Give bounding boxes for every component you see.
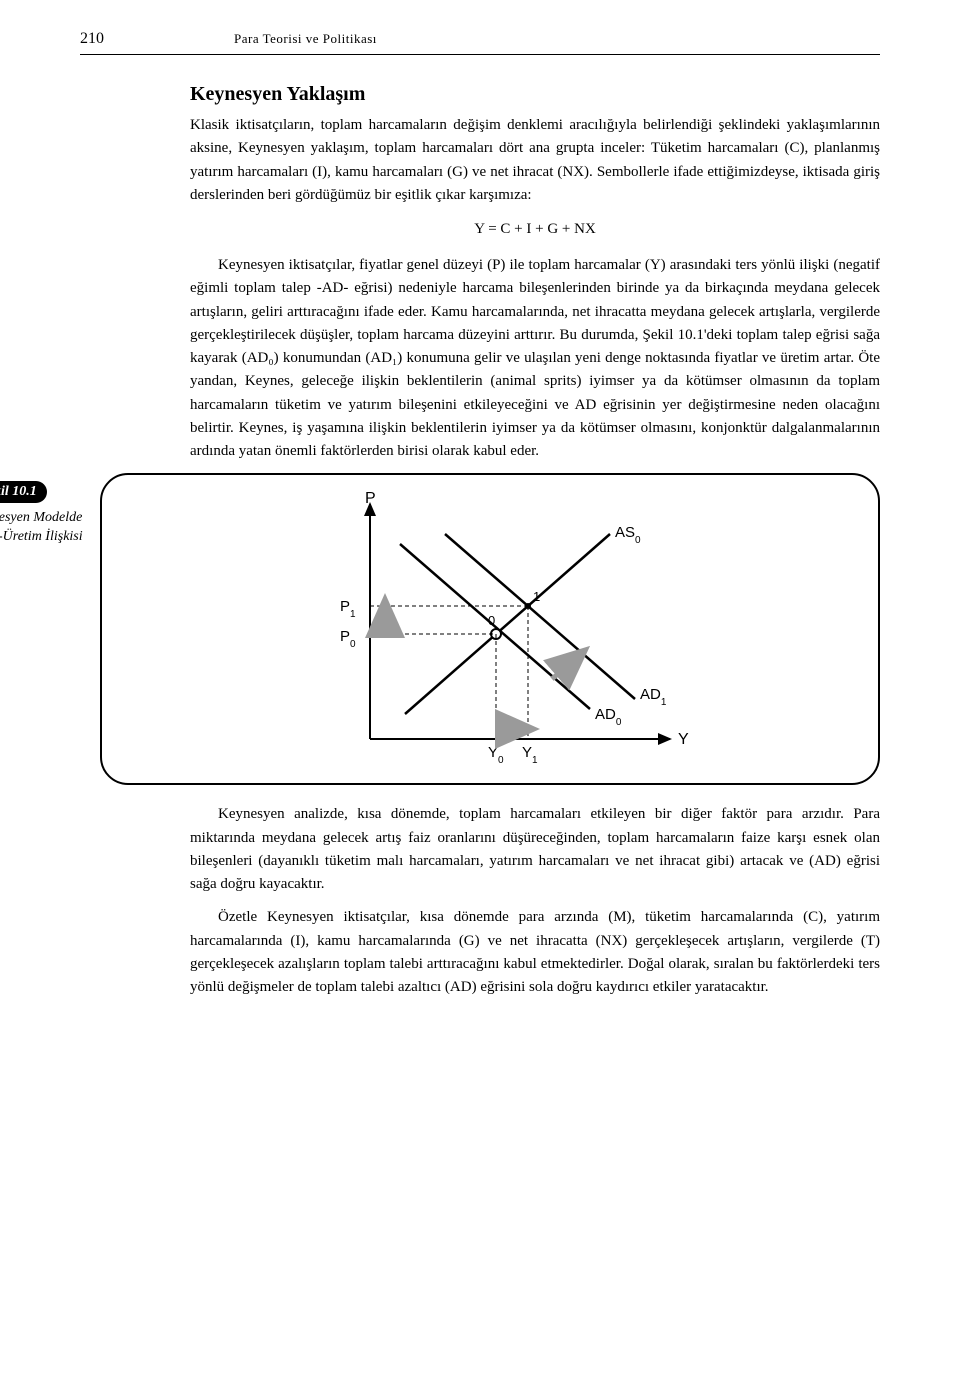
ad-shift-arrow xyxy=(552,659,575,679)
ad0-label: AD0 xyxy=(595,706,622,728)
y1-label: Y1 xyxy=(522,744,538,766)
equation: Y = C + I + G + NX xyxy=(190,221,880,238)
header-rule xyxy=(80,54,880,55)
page-number: 210 xyxy=(80,30,104,48)
as-label: AS0 xyxy=(615,524,641,546)
running-head: Para Teorisi ve Politikası xyxy=(234,31,377,47)
paragraph-1: Klasik iktisatçıların, toplam harcamalar… xyxy=(190,114,880,207)
ad1-label: AD1 xyxy=(640,686,667,708)
y0-label: Y0 xyxy=(488,744,504,766)
paragraph-4: Özetle Keynesyen iktisatçılar, kısa döne… xyxy=(190,906,880,999)
figure-caption: Keynesyen Modelde Para-Üretim İlişkisi xyxy=(0,509,100,547)
figure-badge: Şekil 10.1 xyxy=(0,481,47,503)
paragraph-3: Keynesyen analizde, kısa dönemde, toplam… xyxy=(190,803,880,896)
p1-label: P1 xyxy=(340,598,356,620)
intersect0-label: 0 xyxy=(488,613,495,628)
adas-diagram: P Y AS0 AD0 AD1 0 1 xyxy=(240,489,740,769)
paragraph-2: Keynesyen iktisatçılar, fiyatlar genel d… xyxy=(190,254,880,463)
figure-frame: P Y AS0 AD0 AD1 0 1 xyxy=(100,473,880,785)
section-title: Keynesyen Yaklaşım xyxy=(190,83,880,106)
y-axis-label: P xyxy=(365,490,376,507)
x-axis-label: Y xyxy=(678,731,689,748)
p0-label: P0 xyxy=(340,628,356,650)
intersect1-label: 1 xyxy=(533,589,540,604)
